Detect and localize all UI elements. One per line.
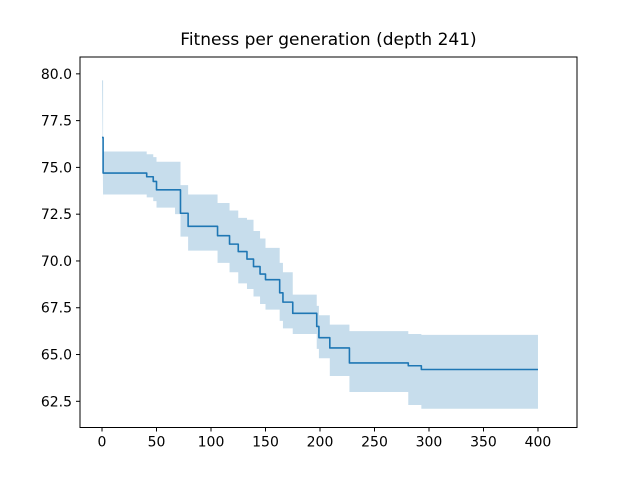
y-tick-label: 70.0 — [41, 254, 72, 270]
x-tick-label: 150 — [252, 435, 279, 451]
x-tick-label: 250 — [361, 435, 388, 451]
x-tick-label: 350 — [470, 435, 497, 451]
confidence-band — [102, 80, 538, 409]
y-tick-label: 65.0 — [41, 348, 72, 364]
axis-ticks: 0 50 100 150 200 250 300 350 400 62.5 65.0 67.5 70.0… — [41, 67, 552, 451]
x-tick-label: 200 — [307, 435, 334, 451]
confidence-band-area — [102, 80, 538, 409]
y-tick-label: 67.5 — [41, 301, 72, 317]
fitness-line — [102, 136, 538, 371]
y-tick-label: 62.5 — [41, 394, 72, 410]
fitness-line-path — [102, 136, 538, 371]
x-tick-label: 400 — [525, 435, 552, 451]
y-tick-label: 72.5 — [41, 207, 72, 223]
y-tick-label: 75.0 — [41, 160, 72, 176]
plot-frame — [79, 56, 578, 428]
y-tick-label: 80.0 — [41, 67, 72, 83]
x-tick-label: 50 — [148, 435, 166, 451]
x-tick-label: 0 — [98, 435, 107, 451]
y-tick-label: 77.5 — [41, 114, 72, 130]
x-tick-label: 100 — [198, 435, 225, 451]
x-tick-label: 300 — [416, 435, 443, 451]
chart-title: Fitness per generation (depth 241) — [180, 30, 476, 50]
